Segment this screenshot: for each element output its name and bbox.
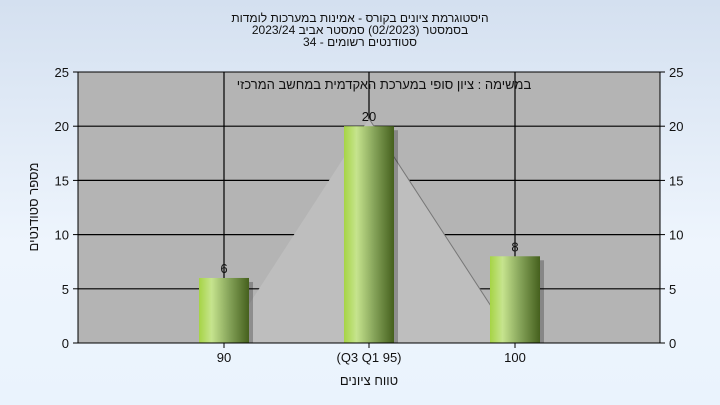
y-tick-label-left: 0 [62,336,69,351]
y-tick-label-left: 25 [55,65,69,80]
chart-title-line-1: היסטוגרמת ציונים בקורס - אמינות במערכות … [231,11,489,25]
y-tick-label-right: 10 [669,228,683,243]
y-tick-label-right: 0 [669,336,676,351]
chart-annotation: במשימה : ציון סופי במערכת האקדמית במחשב … [237,77,532,92]
y-tick-label-left: 20 [55,119,69,134]
y-tick-label-right: 20 [669,119,683,134]
y-tick-label-right: 5 [669,282,676,297]
y-tick-label-right: 15 [669,173,683,188]
bar-(Q3 Q1 95) [344,126,394,343]
bar-100 [490,256,540,343]
y-tick-label-left: 5 [62,282,69,297]
bar-90 [199,277,249,343]
x-tick-label: 100 [504,350,526,365]
x-axis-label: טווח ציונים [340,373,398,388]
x-tick-label: (Q3 Q1 95) [336,350,401,365]
y-tick-label-left: 15 [55,173,69,188]
chart-title-line-3: סטודנטים רשומים - 34 [303,35,417,49]
data-label: 8 [511,239,518,254]
x-tick-label: 90 [217,350,231,365]
data-label: 6 [220,261,227,276]
chart-title-line-2: בסמסטר (02/2023) סמסטר אביב 2023/24 [251,23,469,37]
y-tick-label-right: 25 [669,65,683,80]
data-label: 20 [362,109,376,124]
y-tick-label-left: 10 [55,228,69,243]
y-axis-label: מספר סטודנטים [26,163,41,252]
